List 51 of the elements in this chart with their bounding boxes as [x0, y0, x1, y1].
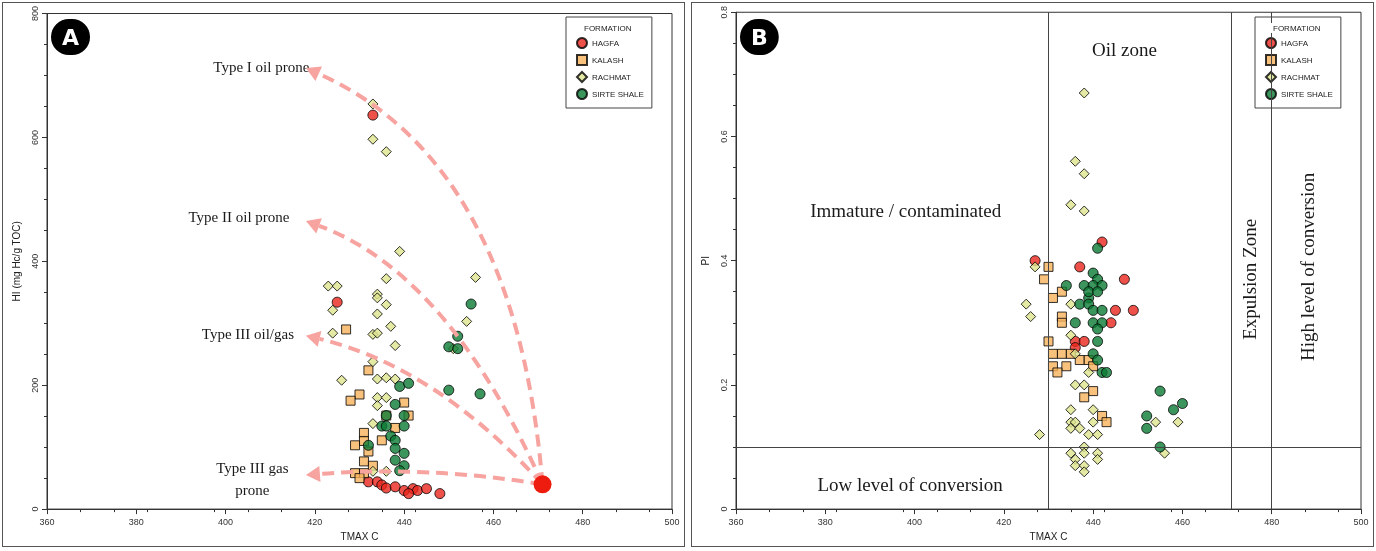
x-tick-label: 500 — [664, 516, 680, 527]
annotation: Type III gas prone — [216, 460, 289, 499]
legend-label: HAGFA — [592, 38, 620, 48]
legend-label: KALASH — [592, 55, 624, 65]
y-tick-label: 400 — [29, 253, 40, 269]
x-tick-label: 400 — [218, 516, 234, 527]
x-axis-title: TMAX C — [340, 530, 379, 542]
y-tick-label: 0.6 — [718, 130, 729, 143]
legend-label: RACHMAT — [1281, 72, 1321, 82]
x-axis-title: TMAX C — [1029, 530, 1068, 542]
x-tick-label: 460 — [1174, 516, 1190, 527]
annotation: Type III oil/gas — [201, 326, 295, 343]
y-axis-title: HI (mg Hc/g TOC) — [10, 221, 22, 302]
legend-label: SIRTE SHALE — [592, 89, 644, 99]
legend-label: SIRTE SHALE — [1281, 89, 1333, 99]
y-axis-title: PI — [699, 255, 711, 266]
x-tick-label: 360 — [39, 516, 55, 527]
x-tick-label: 440 — [1085, 516, 1101, 527]
annotation: Expulsion Zone — [1238, 218, 1260, 340]
annotation: Low level of conversion — [817, 473, 1004, 495]
y-tick-label: 800 — [29, 5, 40, 22]
x-tick-label: 420 — [307, 516, 323, 527]
y-tick-label: 0 — [718, 506, 729, 512]
annotation: Immature / contaminated — [810, 200, 1002, 222]
x-tick-label: 460 — [485, 516, 501, 527]
annotation: Oil zone — [1091, 39, 1157, 61]
legend-label: RACHMAT — [592, 72, 632, 82]
text: A — [62, 24, 80, 50]
legend-label: KALASH — [1281, 55, 1313, 65]
annotation: Type II oil prone — [188, 208, 290, 225]
x-tick-label: 380 — [128, 516, 144, 527]
x-tick-label: 420 — [996, 516, 1012, 527]
legend-title: FORMATION — [1273, 23, 1321, 33]
x-tick-label: 480 — [1264, 516, 1280, 527]
x-tick-label: 500 — [1353, 516, 1369, 527]
annotation: Type I oil prone — [213, 59, 310, 76]
y-tick-label: 600 — [29, 129, 40, 145]
y-tick-label: 0 — [29, 506, 40, 512]
legend-label: HAGFA — [1281, 38, 1309, 48]
legend-title: FORMATION — [584, 23, 632, 33]
text: B — [751, 24, 768, 50]
x-tick-label: 360 — [728, 516, 744, 527]
y-tick-label: 0.2 — [718, 378, 729, 392]
annotation: High level of conversion — [1296, 172, 1318, 362]
x-tick-label: 400 — [907, 516, 923, 527]
y-tick-label: 0.8 — [718, 6, 729, 19]
x-tick-label: 380 — [817, 516, 833, 527]
y-tick-label: 0.4 — [718, 254, 729, 267]
x-tick-label: 480 — [575, 516, 591, 527]
y-tick-label: 200 — [29, 377, 40, 393]
x-tick-label: 440 — [396, 516, 412, 527]
